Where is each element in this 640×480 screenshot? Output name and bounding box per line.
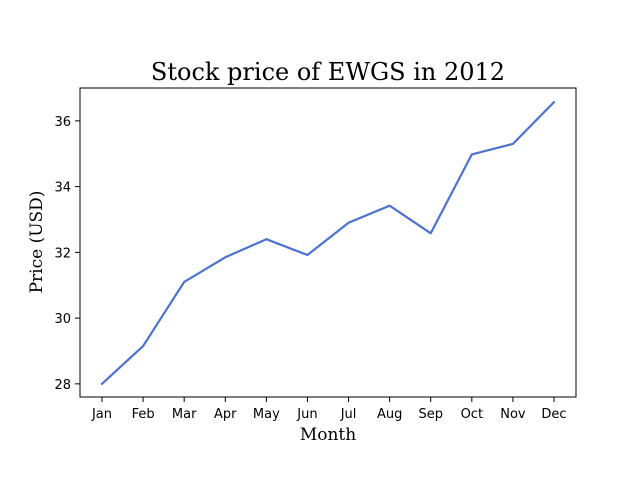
x-tick-label: Mar [172, 407, 197, 422]
plot-area [100, 101, 556, 385]
x-tick-label: Feb [132, 407, 155, 422]
x-tick-label: Aug [377, 407, 402, 422]
chart-title: Stock price of EWGS in 2012 [151, 58, 505, 86]
x-tick-label: May [253, 407, 280, 422]
x-axis-label: Month [300, 425, 356, 445]
x-tick-label: Oct [461, 407, 483, 422]
plot-frame [79, 87, 577, 398]
x-tick-label: Jul [340, 407, 357, 422]
x-tick-label: Dec [541, 407, 566, 422]
x-tick-label: Apr [214, 407, 237, 422]
x-tick-label: Jun [296, 407, 317, 422]
y-tick-label: 30 [54, 312, 71, 327]
x-tick-label: Jan [91, 407, 112, 422]
y-axis-label: Price (USD) [27, 191, 47, 294]
x-axis: Jan Feb Mar Apr May Jun Jul Aug Sep Oct Nov Dec [91, 397, 567, 422]
y-tick-label: 32 [54, 246, 71, 261]
y-tick-label: 28 [54, 378, 71, 393]
x-tick-label: Sep [418, 407, 443, 422]
series-line [100, 101, 556, 385]
y-axis: 28 30 32 34 36 [54, 115, 80, 393]
y-tick-label: 34 [54, 181, 71, 196]
x-tick-label: Nov [500, 407, 526, 422]
y-tick-label: 36 [54, 115, 71, 130]
